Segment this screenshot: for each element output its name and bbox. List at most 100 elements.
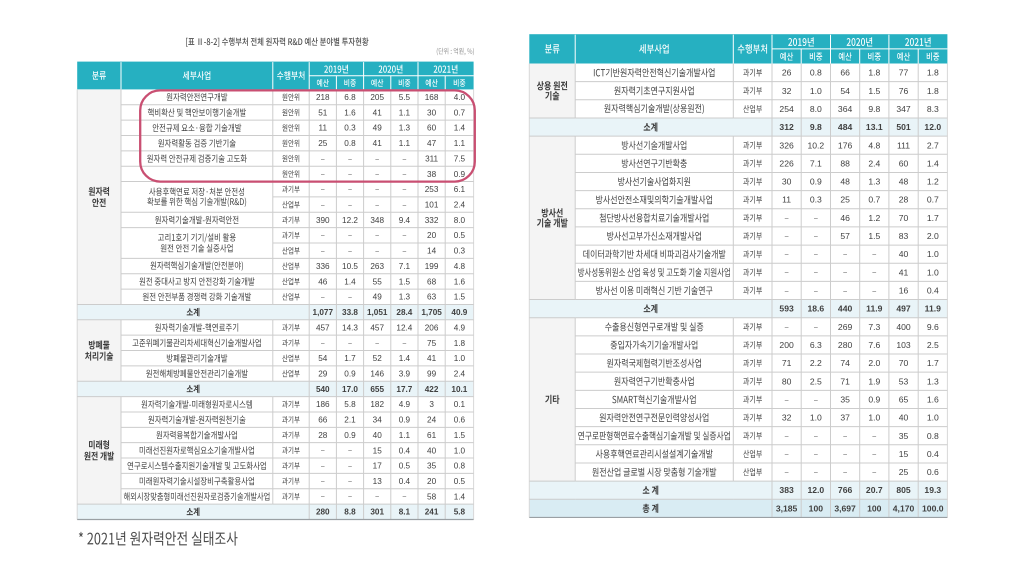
svg-text:25: 25 bbox=[899, 467, 909, 477]
svg-text:12.4: 12.4 bbox=[396, 323, 412, 332]
svg-text:497: 497 bbox=[896, 304, 911, 314]
svg-text:0.5: 0.5 bbox=[399, 462, 411, 471]
svg-text:241: 241 bbox=[425, 508, 439, 517]
svg-text:1.0: 1.0 bbox=[927, 413, 939, 423]
svg-text:12.0: 12.0 bbox=[924, 122, 941, 132]
svg-text:1.3: 1.3 bbox=[868, 177, 880, 187]
svg-text:0.7: 0.7 bbox=[868, 195, 880, 205]
svg-text:–: – bbox=[872, 433, 876, 440]
svg-text:1.5: 1.5 bbox=[868, 231, 880, 241]
svg-text:–: – bbox=[814, 270, 818, 277]
svg-text:49: 49 bbox=[373, 293, 383, 302]
svg-text:–: – bbox=[843, 469, 847, 476]
svg-text:–: – bbox=[843, 433, 847, 440]
svg-text:76: 76 bbox=[899, 86, 909, 96]
svg-text:20: 20 bbox=[427, 231, 437, 240]
svg-text:46: 46 bbox=[318, 277, 328, 286]
svg-text:168: 168 bbox=[425, 93, 439, 102]
svg-text:–: – bbox=[321, 478, 325, 485]
svg-text:–: – bbox=[814, 324, 818, 331]
svg-text:1.0: 1.0 bbox=[927, 249, 939, 259]
svg-text:1.0: 1.0 bbox=[810, 86, 822, 96]
svg-text:2.7: 2.7 bbox=[927, 140, 939, 150]
svg-text:99: 99 bbox=[427, 369, 437, 378]
svg-text:10.5: 10.5 bbox=[342, 262, 358, 271]
svg-text:–: – bbox=[843, 288, 847, 295]
svg-text:2.4: 2.4 bbox=[868, 158, 880, 168]
svg-text:–: – bbox=[814, 397, 818, 404]
svg-text:–: – bbox=[321, 156, 325, 163]
svg-text:16: 16 bbox=[899, 286, 909, 296]
svg-text:54: 54 bbox=[840, 86, 850, 96]
svg-text:66: 66 bbox=[318, 416, 328, 425]
svg-text:4.0: 4.0 bbox=[454, 93, 466, 102]
svg-text:34: 34 bbox=[373, 416, 383, 425]
svg-text:–: – bbox=[403, 494, 407, 501]
svg-text:6.1: 6.1 bbox=[454, 185, 466, 194]
svg-text:–: – bbox=[785, 270, 789, 277]
svg-text:1.3: 1.3 bbox=[399, 293, 411, 302]
svg-text:55: 55 bbox=[373, 277, 383, 286]
svg-text:–: – bbox=[814, 215, 818, 222]
svg-text:47: 47 bbox=[427, 139, 437, 148]
svg-text:–: – bbox=[375, 248, 379, 255]
svg-text:40: 40 bbox=[427, 446, 437, 455]
svg-text:–: – bbox=[872, 270, 876, 277]
svg-text:71: 71 bbox=[782, 358, 792, 368]
svg-text:400: 400 bbox=[896, 322, 911, 332]
svg-text:–: – bbox=[321, 448, 325, 455]
svg-text:75: 75 bbox=[427, 339, 437, 348]
svg-text:0.9: 0.9 bbox=[344, 431, 356, 440]
svg-text:4.8: 4.8 bbox=[868, 140, 880, 150]
svg-text:1.5: 1.5 bbox=[454, 293, 466, 302]
svg-text:51: 51 bbox=[318, 108, 328, 117]
svg-text:3.9: 3.9 bbox=[399, 369, 411, 378]
svg-text:1,705: 1,705 bbox=[421, 308, 442, 317]
svg-text:13.1: 13.1 bbox=[866, 122, 883, 132]
svg-text:25: 25 bbox=[840, 195, 850, 205]
svg-text:269: 269 bbox=[838, 322, 853, 332]
svg-text:263: 263 bbox=[370, 262, 384, 271]
svg-text:3: 3 bbox=[429, 400, 434, 409]
svg-text:1.8: 1.8 bbox=[927, 68, 939, 78]
svg-text:–: – bbox=[348, 187, 352, 194]
svg-text:199: 199 bbox=[425, 262, 439, 271]
svg-text:655: 655 bbox=[370, 385, 384, 394]
svg-text:205: 205 bbox=[370, 93, 384, 102]
svg-text:20.7: 20.7 bbox=[866, 485, 883, 495]
svg-text:1.4: 1.4 bbox=[454, 124, 466, 133]
svg-text:11.9: 11.9 bbox=[925, 304, 941, 314]
svg-text:1.4: 1.4 bbox=[454, 492, 466, 501]
svg-text:1.0: 1.0 bbox=[454, 354, 466, 363]
svg-text:2.5: 2.5 bbox=[810, 376, 822, 386]
svg-text:40.9: 40.9 bbox=[451, 308, 467, 317]
svg-text:146: 146 bbox=[370, 369, 384, 378]
svg-text:68: 68 bbox=[427, 277, 437, 286]
svg-text:–: – bbox=[321, 463, 325, 470]
svg-text:5.5: 5.5 bbox=[399, 93, 411, 102]
svg-text:80: 80 bbox=[782, 376, 792, 386]
svg-text:1.9: 1.9 bbox=[868, 376, 880, 386]
svg-text:9.8: 9.8 bbox=[868, 104, 880, 114]
svg-text:0.6: 0.6 bbox=[454, 416, 466, 425]
svg-text:–: – bbox=[872, 469, 876, 476]
svg-text:2.4: 2.4 bbox=[454, 201, 466, 210]
svg-text:7.6: 7.6 bbox=[868, 340, 880, 350]
svg-text:–: – bbox=[872, 252, 876, 259]
svg-text:3,185: 3,185 bbox=[776, 503, 798, 513]
svg-text:–: – bbox=[814, 433, 818, 440]
svg-text:8.1: 8.1 bbox=[399, 508, 411, 517]
svg-text:0.8: 0.8 bbox=[927, 431, 939, 441]
svg-text:66: 66 bbox=[840, 68, 850, 78]
svg-text:1.1: 1.1 bbox=[399, 108, 411, 117]
svg-text:2.4: 2.4 bbox=[454, 369, 466, 378]
svg-text:40: 40 bbox=[899, 249, 909, 259]
svg-text:9.4: 9.4 bbox=[399, 216, 411, 225]
svg-text:7.1: 7.1 bbox=[399, 262, 411, 271]
svg-text:–: – bbox=[785, 433, 789, 440]
svg-text:218: 218 bbox=[316, 93, 330, 102]
svg-text:57: 57 bbox=[840, 231, 850, 241]
svg-text:336: 336 bbox=[316, 262, 330, 271]
svg-text:–: – bbox=[348, 248, 352, 255]
svg-text:0.7: 0.7 bbox=[927, 195, 939, 205]
